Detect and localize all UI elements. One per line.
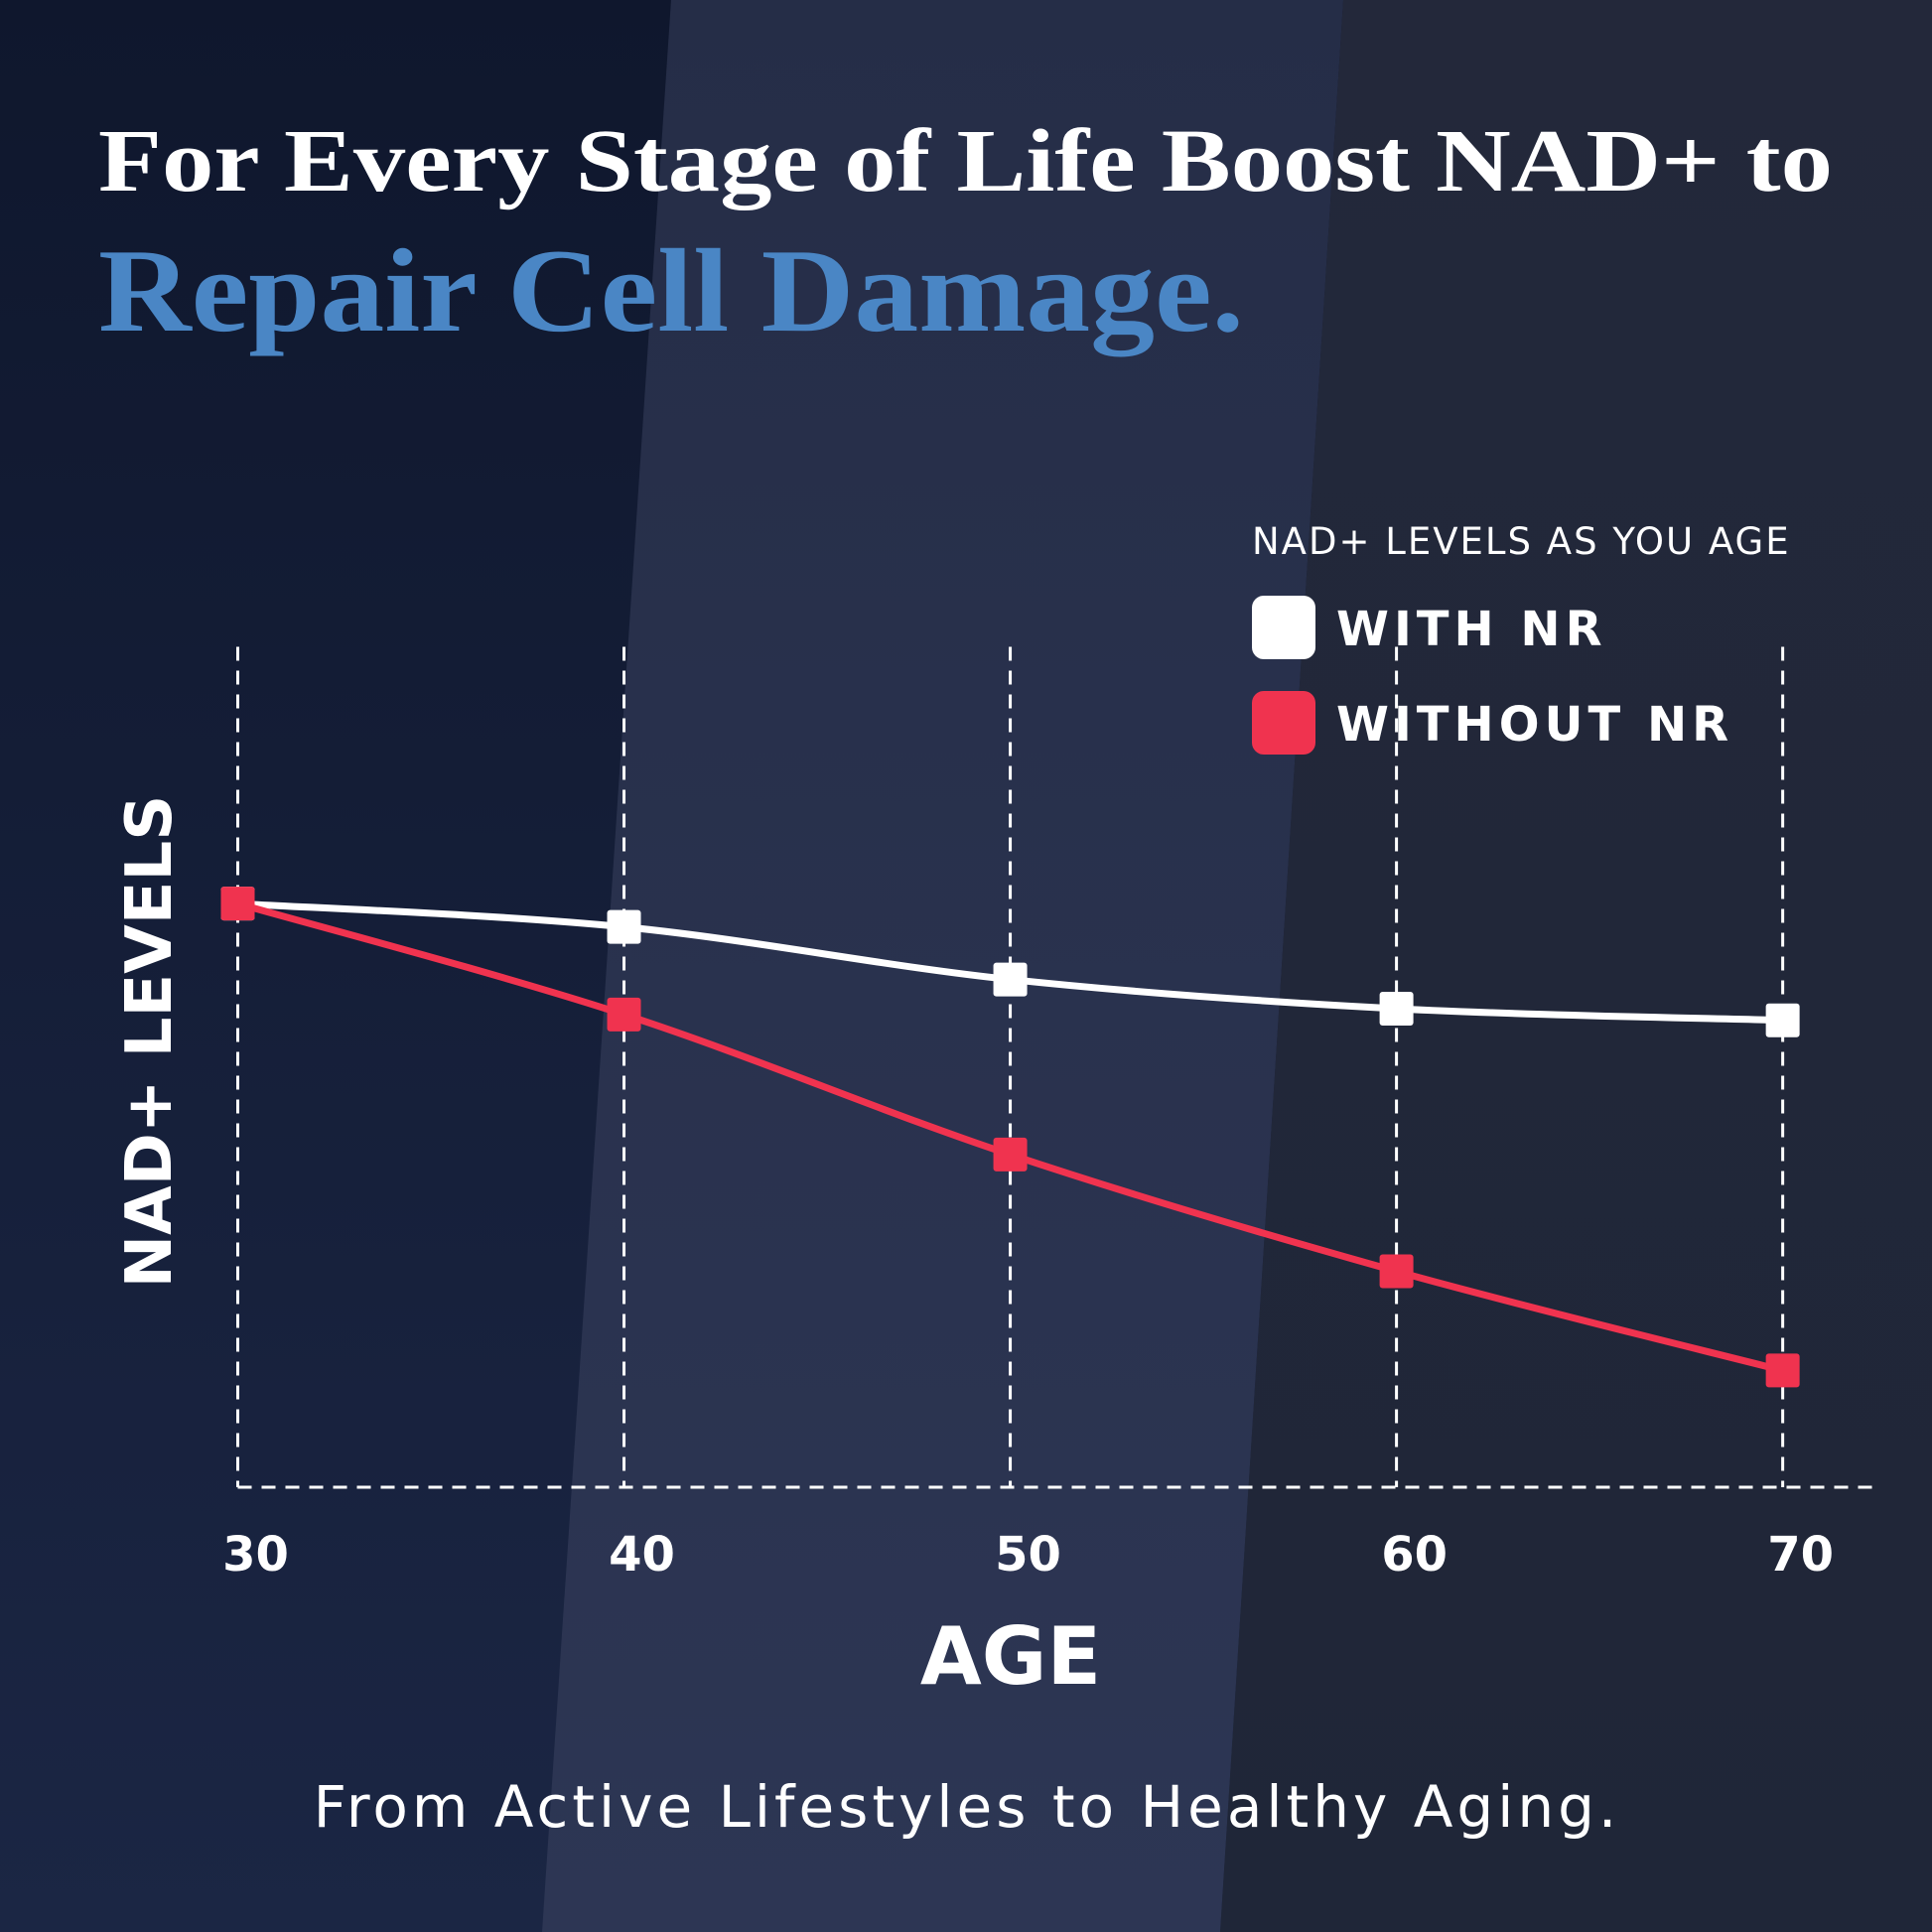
legend-label: WITH NR	[1336, 602, 1607, 657]
point-marker	[607, 997, 641, 1032]
legend-label: WITHOUT NR	[1336, 697, 1733, 753]
x-tick-label: 60	[1381, 1527, 1448, 1583]
point-marker	[993, 1137, 1028, 1172]
background-panel	[542, 0, 1343, 1932]
title-highlight: Repair Cell Damage.	[98, 224, 1244, 357]
y-axis-label: NAD+ LEVELS	[113, 795, 187, 1289]
background-panel	[1220, 0, 1932, 1932]
x-tick-label: 70	[1767, 1527, 1834, 1583]
legend-swatch	[1252, 596, 1315, 659]
point-marker	[220, 887, 255, 921]
x-axis-label: AGE	[920, 1610, 1101, 1703]
title: For Every Stage of Life Boost NAD+ to	[98, 112, 1833, 210]
legend-title: NAD+ LEVELS AS YOU AGE	[1252, 520, 1791, 563]
point-marker	[1379, 991, 1414, 1026]
subtitle: From Active Lifestyles to Healthy Aging.	[314, 1773, 1621, 1841]
point-marker	[1765, 1353, 1800, 1388]
legend-swatch	[1252, 691, 1315, 755]
x-tick-label: 40	[609, 1527, 675, 1583]
point-marker	[1765, 1003, 1800, 1037]
x-tick-label: 50	[995, 1527, 1061, 1583]
point-marker	[607, 909, 641, 944]
point-marker	[1379, 1254, 1414, 1289]
point-marker	[993, 962, 1028, 997]
x-tick-label: 30	[222, 1527, 289, 1583]
